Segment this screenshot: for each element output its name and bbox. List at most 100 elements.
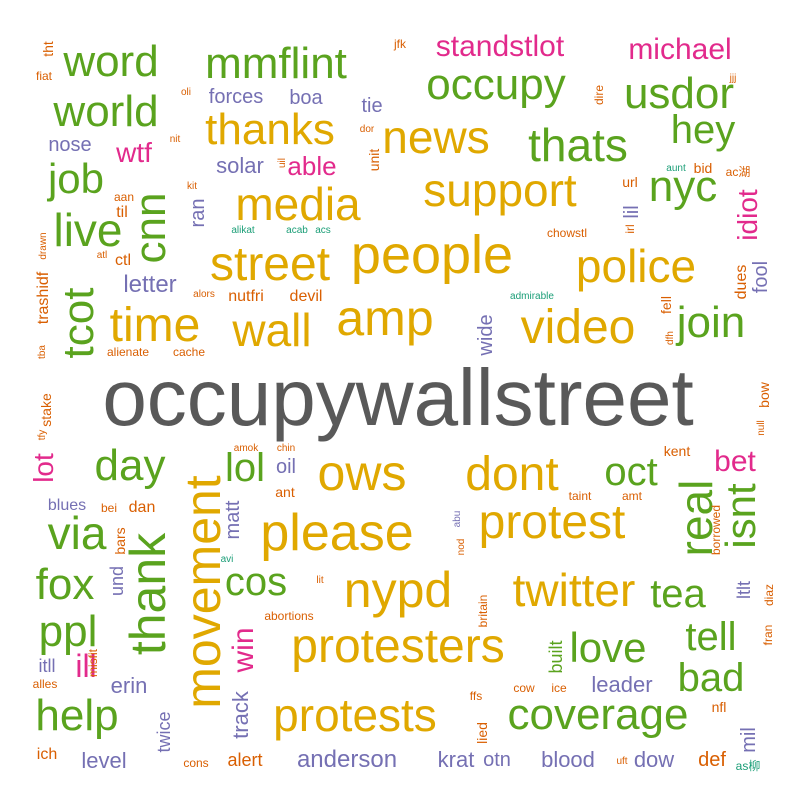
word-84: und <box>107 565 127 597</box>
word-67: lil <box>621 205 643 219</box>
word-141: amt <box>621 489 643 503</box>
word-75: twice <box>154 711 174 753</box>
word-85: blues <box>47 497 87 514</box>
word-57: bet <box>714 445 756 478</box>
word-83: ltlt <box>734 581 754 599</box>
word-94: til <box>116 204 128 221</box>
word-108: nfl <box>711 699 727 715</box>
word-72: erin <box>110 673 148 698</box>
word-30: hey <box>670 108 736 152</box>
word-125: cache <box>172 345 206 359</box>
word-11: video <box>520 301 636 354</box>
word-9: time <box>109 299 201 352</box>
word-40: ppl <box>38 607 98 656</box>
word-39: fox <box>35 560 95 609</box>
word-76: track <box>228 691 253 739</box>
word-25: mmflint <box>205 39 347 88</box>
word-74: level <box>81 748 127 773</box>
word-29: thats <box>528 119 628 171</box>
word-111: fiat <box>35 69 53 83</box>
word-99: fell <box>658 296 674 314</box>
word-124: alienate <box>106 345 150 359</box>
word-56: lot <box>28 453 59 483</box>
word-157: uft <box>616 756 628 767</box>
word-152: alles <box>32 677 58 691</box>
word-140: taint <box>568 489 592 503</box>
word-104: stake <box>38 393 54 427</box>
word-37: day <box>94 441 166 490</box>
word-58: ill <box>75 648 97 684</box>
word-120: aan <box>113 190 135 204</box>
word-117: dor <box>359 124 375 135</box>
word-135: admirable <box>510 291 554 302</box>
word-97: bid <box>693 160 713 176</box>
word-7: thanks <box>205 105 335 154</box>
word-6: media <box>235 178 361 230</box>
word-60: forces <box>208 86 264 108</box>
word-130: aunt <box>666 163 686 174</box>
word-50: bad <box>677 656 745 700</box>
word-18: twitter <box>512 564 636 616</box>
word-2: people <box>350 225 514 285</box>
word-31: job <box>47 155 105 202</box>
word-145: nod <box>456 538 467 556</box>
word-79: otn <box>483 749 511 771</box>
word-69: wide <box>475 314 497 356</box>
word-71: oil <box>275 456 297 478</box>
word-45: lol <box>224 446 266 490</box>
word-55: idiot <box>732 189 763 241</box>
word-41: help <box>35 691 119 740</box>
word-10: wall <box>232 304 312 356</box>
word-22: movement <box>175 475 231 709</box>
word-23: thank <box>120 532 176 656</box>
word-137: null <box>756 420 767 436</box>
word-146: avi <box>220 554 234 565</box>
word-107: ich <box>36 746 58 763</box>
word-32: live <box>53 204 123 256</box>
word-151: misfit <box>86 649 100 677</box>
word-64: nose <box>48 134 92 156</box>
word-86: mil <box>738 727 760 753</box>
word-54: able <box>287 151 337 181</box>
word-153: ffs <box>469 689 483 703</box>
word-87: built <box>546 640 566 674</box>
word-119: kit <box>187 181 197 192</box>
word-51: standstlot <box>435 30 565 63</box>
word-12: police <box>575 240 697 292</box>
word-61: boa <box>289 87 323 109</box>
word-132: alikat <box>231 225 255 236</box>
word-110: tht <box>40 41 56 57</box>
word-36: join <box>676 298 746 347</box>
word-89: alert <box>227 750 263 770</box>
word-101: ant <box>275 484 295 500</box>
word-105: bow <box>756 382 772 408</box>
word-21: coverage <box>507 690 689 739</box>
word-102: dan <box>128 499 156 516</box>
word-26: occupy <box>426 60 566 109</box>
word-77: anderson <box>296 746 398 773</box>
word-68: fool <box>750 260 772 294</box>
word-129: irl <box>623 224 637 234</box>
word-80: blood <box>541 747 595 772</box>
word-46: cos <box>224 560 288 604</box>
word-148: britain <box>476 594 490 628</box>
word-90: devil <box>289 288 323 305</box>
word-115: jjj <box>729 73 737 84</box>
word-20: protests <box>273 689 437 741</box>
word-78: krat <box>437 747 475 772</box>
word-154: cow <box>513 681 535 695</box>
word-65: letter <box>123 271 177 298</box>
word-103: bars <box>112 527 128 555</box>
word-91: nutfri <box>228 288 264 305</box>
word-155: ice <box>551 681 567 695</box>
word-127: tfy <box>37 429 48 441</box>
word-15: please <box>260 504 414 562</box>
word-34: nyc <box>648 162 718 211</box>
word-143: bei <box>100 501 118 515</box>
word-70: matt <box>222 500 244 540</box>
word-63: solar <box>216 153 264 178</box>
word-93: trashidf <box>35 271 52 325</box>
word-17: nypd <box>343 562 453 618</box>
word-1: occupywallstreet <box>102 353 694 442</box>
word-133: acab <box>286 225 308 236</box>
